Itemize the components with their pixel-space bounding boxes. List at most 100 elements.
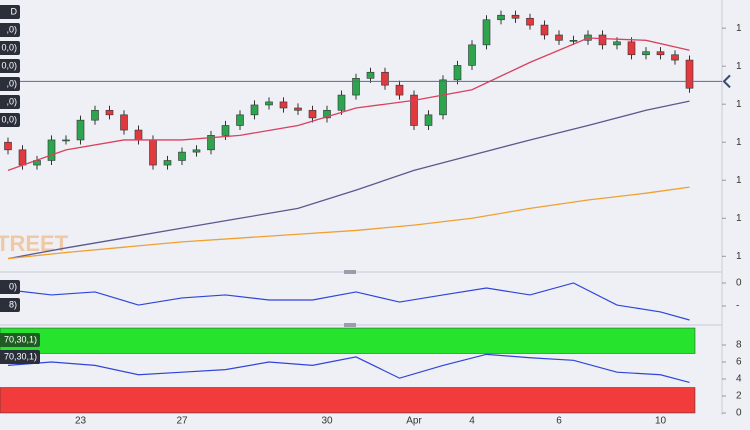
candle-body — [308, 109, 317, 119]
x-tick-label: 23 — [75, 416, 87, 427]
watermark: TREET — [0, 231, 69, 256]
zone-band — [0, 387, 696, 414]
legend-label: 0,0) — [1, 114, 17, 124]
candle-body — [265, 101, 273, 106]
candle-body — [47, 139, 56, 161]
candle-body — [221, 125, 230, 136]
candle-body — [656, 51, 665, 56]
candle-body — [192, 149, 201, 153]
candle-body — [642, 51, 650, 56]
legend-label: 8) — [9, 299, 17, 309]
candle-body — [540, 24, 549, 36]
legend-box — [0, 95, 20, 109]
candle-body — [207, 135, 215, 151]
legend-box — [0, 59, 20, 73]
candle-body — [62, 139, 70, 142]
candle-body — [366, 71, 375, 79]
candle-body — [439, 79, 447, 116]
legend-box — [0, 113, 20, 127]
candle-body — [250, 104, 259, 116]
indicator-line — [7, 353, 690, 383]
legend-box — [0, 280, 20, 294]
y-tick-label: 1 — [736, 213, 742, 224]
y-tick-label: 1 — [736, 175, 742, 186]
y-tick-label: 6 — [736, 357, 742, 368]
x-tick-label: Apr — [406, 416, 422, 427]
legend-box — [0, 298, 20, 312]
candle-body — [613, 41, 621, 46]
candle-body — [511, 14, 520, 19]
candle-body — [105, 109, 114, 116]
resize-handle[interactable] — [344, 270, 356, 274]
candle-body — [120, 114, 128, 131]
y-tick-label: - — [736, 301, 739, 312]
y-tick-label: 1 — [736, 137, 742, 148]
legend-box — [0, 41, 20, 55]
candle-body — [134, 129, 143, 141]
legend-box — [0, 350, 40, 364]
x-tick-label: 30 — [321, 416, 333, 427]
candle-body — [598, 34, 607, 46]
y-tick-label: 0 — [736, 408, 742, 419]
y-tick-label: 4 — [736, 374, 742, 385]
y-tick-label: 8 — [736, 340, 742, 351]
candle-body — [352, 78, 360, 96]
candle-body — [526, 17, 534, 26]
y-tick-label: 1 — [736, 99, 742, 110]
legend-box — [0, 5, 20, 19]
price-marker — [722, 74, 731, 89]
x-tick-label: 10 — [655, 416, 667, 427]
moving-average — [7, 37, 690, 171]
candle-body — [4, 141, 12, 151]
indicator-line — [7, 282, 690, 321]
legend-box — [0, 77, 20, 91]
candle-body — [497, 14, 505, 21]
y-tick-label: 1 — [736, 23, 742, 34]
legend-label: 0,0) — [1, 60, 17, 70]
candle-body — [337, 94, 346, 111]
candle-body — [178, 151, 186, 161]
legend-label: ,0) — [6, 78, 17, 88]
candle-body — [671, 54, 679, 61]
legend-label: ,0) — [6, 24, 17, 34]
resize-handle[interactable] — [344, 323, 356, 327]
y-tick-label: 2 — [736, 391, 742, 402]
candle-body — [468, 44, 476, 66]
legend-label: 70,30,1) — [4, 351, 37, 361]
candle-body — [294, 107, 302, 111]
candle-body — [323, 109, 331, 119]
candle-body — [18, 149, 27, 166]
zone-band — [0, 327, 696, 354]
candle-body — [453, 65, 462, 81]
legend-label: 0) — [9, 281, 17, 291]
candle-body — [569, 40, 578, 42]
legend-label: D — [11, 6, 18, 16]
moving-average — [7, 186, 690, 260]
candle-body — [236, 114, 244, 126]
candle-body — [163, 160, 172, 166]
candle-body — [381, 71, 389, 86]
legend-label: 70,30,1) — [4, 334, 37, 344]
x-tick-label: 4 — [469, 416, 475, 427]
candle-body — [424, 114, 433, 126]
candle-body — [395, 84, 404, 96]
y-tick-label: 1 — [736, 61, 742, 72]
y-tick-label: 1 — [736, 251, 742, 262]
candle-body — [482, 19, 491, 46]
candle-body — [91, 109, 99, 121]
candle-body — [76, 119, 85, 141]
y-tick-label: 0 — [736, 278, 742, 289]
x-tick-label: 27 — [176, 416, 188, 427]
candle-body — [149, 139, 157, 166]
x-tick-label: 6 — [556, 416, 562, 427]
legend-box — [0, 23, 20, 37]
legend-label: 0,0) — [1, 42, 17, 52]
candle-body — [410, 94, 418, 126]
legend-box — [0, 333, 40, 347]
legend-label: ,0) — [6, 96, 17, 106]
moving-average — [7, 100, 690, 260]
candle-body — [279, 101, 288, 109]
candle-body — [555, 34, 563, 41]
